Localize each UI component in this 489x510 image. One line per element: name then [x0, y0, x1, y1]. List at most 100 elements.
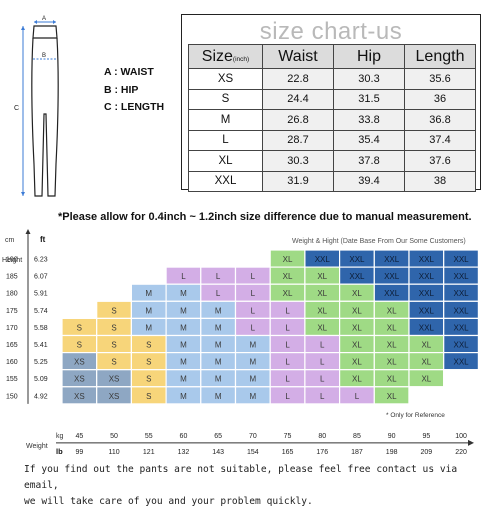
height-unit-cm: cm [5, 237, 15, 244]
grid-size-label: M [180, 323, 187, 332]
header-length: Length [404, 44, 476, 69]
weight-kg-label: 100 [455, 433, 467, 440]
size-cell: S [188, 88, 263, 110]
measurement-cell: 35.4 [333, 129, 405, 151]
grid-size-label: L [285, 323, 290, 332]
height-cm-label: 150 [6, 393, 18, 400]
weight-kg-label: 45 [75, 433, 83, 440]
grid-cell [96, 283, 132, 302]
grid-cell [130, 266, 167, 285]
size-row: S 24.4 31.5 36 [188, 88, 476, 110]
grid-size-label: XXL [453, 255, 469, 264]
grid-size-label: S [77, 323, 82, 332]
legend-hip: B : HIP [104, 84, 139, 96]
grid-size-label: XL [421, 358, 431, 367]
weight-lb-label: 132 [178, 449, 190, 456]
grid-size-label: XXL [419, 289, 435, 298]
grid-cell [130, 249, 167, 268]
grid-size-label: XXL [315, 255, 331, 264]
size-chart-title: size chart-us [259, 18, 403, 45]
grid-size-label: L [251, 289, 256, 298]
grid-size-label: XL [352, 358, 362, 367]
label-b: B [42, 53, 46, 59]
grid-size-label: XL [387, 392, 397, 401]
header-size: Size(inch) [188, 44, 263, 69]
size-cell: M [188, 109, 263, 131]
weight-unit-kg: kg [56, 433, 64, 440]
height-axis-arrow [25, 229, 31, 234]
weight-height-caption: Weight & Hight (Date Base From Our Some … [292, 238, 466, 245]
grid-size-label: M [145, 306, 152, 315]
grid-cell [61, 300, 98, 320]
measurement-cell: 22.8 [262, 68, 334, 90]
grid-size-label: L [285, 341, 290, 350]
legend-waist: A : WAIST [104, 66, 154, 78]
grid-size-label: M [180, 375, 187, 384]
grid-size-label: XXL [384, 289, 400, 298]
header-waist: Waist [262, 44, 334, 69]
grid-size-label: M [180, 289, 187, 298]
grid-size-label: XXL [419, 323, 435, 332]
legend-length: C : LENGTH [104, 101, 165, 113]
weight-lb-label: 198 [386, 449, 398, 456]
grid-size-label: M [215, 392, 222, 401]
grid-size-label: L [320, 341, 325, 350]
grid-size-label: XL [352, 341, 362, 350]
grid-size-label: L [320, 358, 325, 367]
grid-size-label: XL [421, 341, 431, 350]
weight-kg-label: 65 [214, 433, 222, 440]
grid-size-label: XL [317, 272, 327, 281]
grid-size-label: L [251, 323, 256, 332]
grid-size-label: XS [74, 358, 85, 367]
weight-lb-label: 187 [351, 449, 363, 456]
height-ft-label: 6.07 [34, 274, 48, 281]
grid-size-label: XXL [419, 306, 435, 315]
weight-kg-label: 60 [180, 433, 188, 440]
grid-size-label: XXL [349, 255, 365, 264]
weight-lb-label: 99 [75, 449, 83, 456]
size-cell: L [188, 129, 263, 151]
height-cm-label: 155 [6, 376, 18, 383]
measurement-cell: 31.5 [333, 88, 405, 110]
grid-size-label: M [180, 341, 187, 350]
grid-size-label: XL [352, 306, 362, 315]
measurement-cell: 24.4 [262, 88, 334, 110]
weight-height-chart: cm ft Height 190 6.23 XL XXL XXL XXL XXL XXL 185 6.0… [0, 228, 489, 456]
grid-size-label: M [215, 341, 222, 350]
grid-size-label: S [146, 358, 151, 367]
measurement-cell: 35.6 [404, 68, 476, 90]
height-ft-label: 5.09 [34, 376, 48, 383]
measurement-cell: 37.6 [404, 150, 476, 172]
weight-kg-label: 80 [318, 433, 326, 440]
height-label: Height [2, 257, 22, 264]
grid-size-label: L [216, 272, 221, 281]
weight-kg-label: 90 [388, 433, 396, 440]
grid-size-label: XL [387, 375, 397, 384]
measurement-cell: 31.9 [262, 170, 334, 192]
grid-size-label: XL [283, 255, 293, 264]
grid-cell [234, 249, 271, 268]
measurement-cell: 28.7 [262, 129, 334, 151]
height-cm-label: 160 [6, 359, 18, 366]
size-cell: XS [188, 68, 263, 90]
grid-cell [165, 249, 202, 268]
weight-lb-label: 165 [282, 449, 294, 456]
height-cm-label: 175 [6, 308, 18, 315]
grid-size-label: XXL [384, 272, 400, 281]
measurement-cell: 26.8 [262, 109, 334, 131]
height-cm-label: 180 [6, 291, 18, 298]
weight-label: Weight [26, 443, 48, 450]
weight-lb-label: 110 [108, 449, 119, 456]
grid-size-label: XXL [453, 272, 469, 281]
grid-size-label: M [250, 358, 257, 367]
grid-size-label: S [111, 341, 116, 350]
size-cell: XL [188, 150, 263, 172]
grid-size-label: M [250, 341, 257, 350]
label-c: C [14, 105, 19, 112]
weight-kg-label: 70 [249, 433, 257, 440]
grid-size-label: M [215, 323, 222, 332]
grid-size-label: XXL [419, 255, 435, 264]
grid-size-label: S [77, 341, 82, 350]
weight-kg-label: 55 [145, 433, 153, 440]
height-ft-label: 4.92 [34, 393, 48, 400]
